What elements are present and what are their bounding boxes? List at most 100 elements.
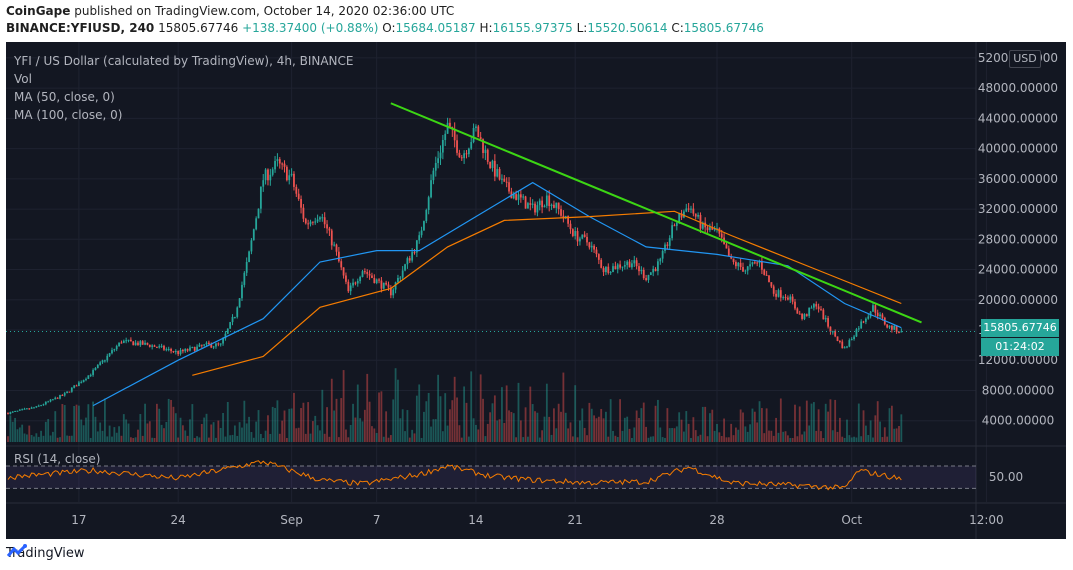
- volume-bar: [801, 434, 803, 442]
- volume-bar: [853, 436, 855, 442]
- candle-body: [496, 169, 499, 177]
- candle-body: [259, 186, 262, 209]
- candle-body: [430, 180, 432, 198]
- candle-body: [330, 230, 333, 246]
- candle-body: [652, 268, 655, 273]
- volume-bar: [631, 437, 633, 442]
- candle-body: [562, 215, 565, 218]
- candle-body: [271, 169, 274, 175]
- candle-body: [597, 254, 600, 260]
- volume-bar: [503, 422, 506, 442]
- volume-bar: [248, 416, 250, 442]
- candle-body: [89, 374, 92, 376]
- candle-body: [661, 250, 664, 259]
- candle-body: [768, 275, 770, 283]
- volume-bar: [73, 406, 76, 442]
- candle-body: [595, 249, 598, 255]
- candle-body: [106, 355, 109, 361]
- candle-body: [635, 260, 638, 267]
- candle-body: [167, 349, 170, 351]
- volume-bar: [489, 412, 492, 442]
- volume-bar: [475, 424, 477, 442]
- candle-body: [323, 217, 326, 225]
- volume-bar: [132, 437, 135, 442]
- volume-bar: [63, 405, 66, 442]
- volume-bar: [259, 433, 262, 442]
- volume-bar: [75, 404, 78, 442]
- candle-body: [874, 305, 877, 313]
- volume-bar: [252, 437, 255, 442]
- volume-bar: [890, 405, 893, 442]
- candle-body: [146, 342, 149, 345]
- volume-bar: [151, 437, 154, 442]
- volume-bar: [397, 379, 399, 442]
- volume-bar: [108, 425, 111, 442]
- price-tick-label: 40000.00000: [978, 142, 1058, 156]
- volume-bar: [264, 430, 267, 442]
- volume-bar: [614, 435, 617, 442]
- currency-badge[interactable]: USD: [1009, 50, 1041, 68]
- candle-body: [687, 208, 690, 210]
- volume-bar: [356, 384, 359, 442]
- volume-bar: [775, 417, 777, 442]
- chart-svg[interactable]: 52000.0000048000.0000044000.0000040000.0…: [6, 42, 1066, 539]
- volume-bar: [316, 425, 319, 442]
- candle-body: [796, 308, 799, 314]
- chart-legend: YFI / US Dollar (calculated by TradingVi…: [14, 52, 354, 124]
- volume-bar: [881, 437, 884, 442]
- candle-body: [815, 304, 818, 307]
- volume-bar: [737, 429, 740, 442]
- candle-body: [245, 261, 248, 273]
- candle-body: [345, 275, 347, 282]
- candle-body: [335, 244, 338, 252]
- volume-bar: [820, 431, 822, 442]
- volume-bar: [304, 433, 307, 442]
- candle-body: [678, 213, 681, 223]
- volume-bars: [7, 368, 903, 442]
- volume-bar: [80, 419, 83, 442]
- candle-body: [843, 347, 846, 349]
- candle-body: [765, 274, 768, 276]
- candle-body: [831, 331, 834, 333]
- candles: [7, 117, 903, 415]
- candle-body: [326, 224, 328, 229]
- volume-bar: [784, 431, 787, 442]
- candle-body: [122, 340, 125, 343]
- volume-bar: [680, 419, 683, 442]
- volume-bar: [763, 433, 766, 442]
- volume-bar: [477, 429, 480, 442]
- candle-body: [456, 140, 458, 153]
- volume-bar: [841, 436, 844, 442]
- volume-bar: [427, 392, 430, 442]
- candle-body: [252, 229, 255, 241]
- volume-bar: [449, 409, 451, 442]
- volume-bar: [141, 435, 144, 442]
- volume-bar: [782, 431, 785, 442]
- volume-bar: [619, 399, 622, 442]
- candle-body: [881, 314, 884, 318]
- volume-bar: [271, 406, 274, 442]
- price-tick-label: 12000.00000: [978, 353, 1058, 367]
- candle-body: [80, 382, 83, 384]
- candle-body: [484, 149, 487, 154]
- candle-body: [437, 158, 440, 163]
- chart-panel[interactable]: 52000.0000048000.0000044000.0000040000.0…: [6, 42, 1066, 539]
- candle-body: [16, 410, 19, 412]
- candle-body: [775, 293, 777, 297]
- volume-bar: [501, 387, 503, 442]
- volume-bar: [250, 432, 253, 442]
- candle-body: [290, 173, 293, 176]
- volume-bar: [607, 436, 610, 442]
- volume-bar: [94, 416, 97, 442]
- candle-body: [756, 262, 759, 264]
- candle-body: [304, 218, 307, 224]
- volume-bar: [640, 408, 643, 442]
- volume-bar: [857, 403, 860, 442]
- volume-bar: [335, 398, 338, 442]
- grid-lines: [6, 42, 987, 502]
- candle-body: [862, 321, 865, 323]
- volume-bar: [92, 401, 94, 442]
- candle-body: [118, 342, 120, 347]
- volume-bar: [711, 409, 714, 442]
- volume-bar: [127, 423, 130, 442]
